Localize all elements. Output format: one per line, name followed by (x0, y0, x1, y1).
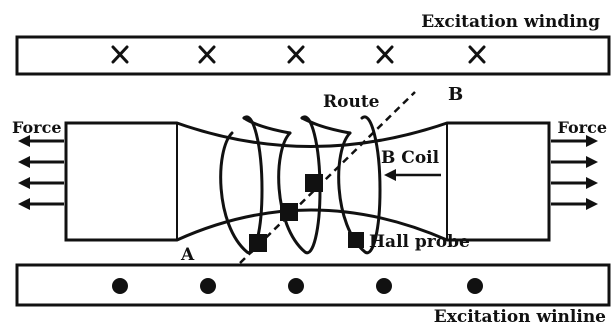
x-marker-icon (198, 45, 216, 64)
arrow-left-icon (18, 177, 64, 189)
point-a-label: A (180, 245, 195, 265)
dot-marker-icon (376, 278, 392, 294)
hall-probe-icon (305, 174, 323, 192)
arrow-right-icon (551, 177, 598, 189)
hall-probe-icon (280, 203, 298, 221)
x-marker-icon (376, 45, 394, 64)
force-right-label: Force (557, 118, 607, 137)
force-left-label: Force (12, 118, 62, 137)
bottom-winding-dot-markers (112, 278, 483, 294)
arrow-right-icon (551, 198, 598, 210)
arrow-left-icon (18, 198, 64, 210)
hall-probes (249, 174, 364, 252)
arrow-left-icon (18, 135, 64, 147)
excitation-top-label: Excitation winding (421, 12, 600, 32)
excitation-winding-top (15, 35, 611, 76)
b-coil-label: B Coil (381, 148, 440, 168)
excitation-bottom-label: Excitation winline (434, 307, 606, 327)
arrow-right-icon (551, 156, 598, 168)
dot-marker-icon (467, 278, 483, 294)
force-left-arrows (18, 135, 64, 210)
arrow-left-icon (18, 156, 64, 168)
top-winding-x-markers (111, 45, 486, 64)
hall-probe-label: Hall probe (369, 232, 470, 252)
hall-probe-legend-icon (348, 232, 364, 248)
force-right-arrows (551, 135, 598, 210)
route-label: Route (323, 92, 380, 112)
dot-marker-icon (112, 278, 128, 294)
x-marker-icon (111, 45, 129, 64)
excitation-winding-bottom (15, 263, 611, 307)
x-marker-icon (287, 45, 305, 64)
b-coil-arrow-icon (384, 169, 441, 181)
hall-probe-icon (249, 234, 267, 252)
dot-marker-icon (288, 278, 304, 294)
dot-marker-icon (200, 278, 216, 294)
point-b-label: B (448, 84, 463, 105)
x-marker-icon (468, 45, 486, 64)
arrow-right-icon (551, 135, 598, 147)
route-line (239, 91, 416, 264)
